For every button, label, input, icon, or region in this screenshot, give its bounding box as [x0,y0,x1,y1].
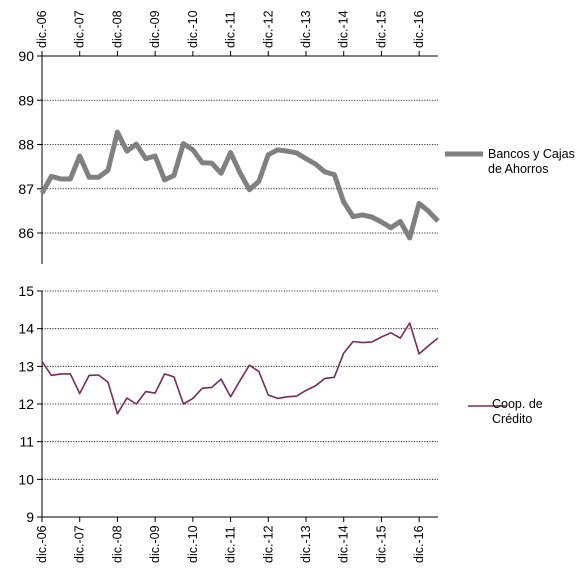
y-tick-label: 87 [18,181,34,197]
x-tick-label: dic.-10 [186,10,200,48]
x-tick-label: dic.-12 [261,10,275,48]
y-tick-label: 10 [18,471,34,487]
x-tick-label: dic.-14 [337,525,351,563]
y-tick-label: 12 [18,396,34,412]
x-tick-label: dic.-13 [299,525,313,563]
x-tick-label: dic.-07 [73,525,87,563]
y-tick-label: 89 [18,92,34,108]
y-tick-label: 15 [18,283,34,299]
x-tick-label: dic.-16 [412,525,426,563]
y-tick-label: 88 [18,137,34,153]
x-tick-label: dic.-13 [299,10,313,48]
x-tick-label: dic.-07 [73,10,87,48]
legend-label-line: Crédito [492,412,532,426]
legend-label-line: Coop. de [492,397,543,411]
series-line [39,129,440,241]
legend-label-line: de Ahorros [488,162,548,176]
x-tick-label: dic.-11 [224,11,238,48]
x-tick-label: dic.-08 [110,10,124,48]
y-tick-label: 11 [19,434,34,450]
x-tick-label: dic.-11 [224,526,238,563]
y-tick-label: 90 [18,48,34,64]
x-tick-label: dic.-10 [186,525,200,563]
x-tick-label: dic.-15 [374,525,388,563]
x-tick-label: dic.-15 [374,10,388,48]
x-tick-label: dic.-06 [35,10,49,48]
series-line [41,322,439,415]
x-tick-label: dic.-09 [148,525,162,563]
x-tick-label: dic.-12 [261,525,275,563]
y-tick-label: 9 [26,509,34,525]
x-tick-label: dic.-06 [35,525,49,563]
x-tick-label: dic.-08 [110,525,124,563]
y-tick-label: 14 [18,321,34,337]
x-tick-label: dic.-14 [337,10,351,48]
x-tick-label: dic.-09 [148,10,162,48]
legend-label: Bancos y Cajas de Ahorros [488,147,575,176]
legend-label-line: Bancos y Cajas [488,147,575,161]
x-tick-label: dic.-16 [412,10,426,48]
y-tick-label: 13 [18,358,34,374]
legend-label: Coop. de Crédito [492,397,543,426]
y-tick-label: 86 [18,225,34,241]
chart-panel-2: 9 10 11 12 13 14 15 dic.-06 dic.-07 dic.-08 dic.-0… [18,283,542,563]
